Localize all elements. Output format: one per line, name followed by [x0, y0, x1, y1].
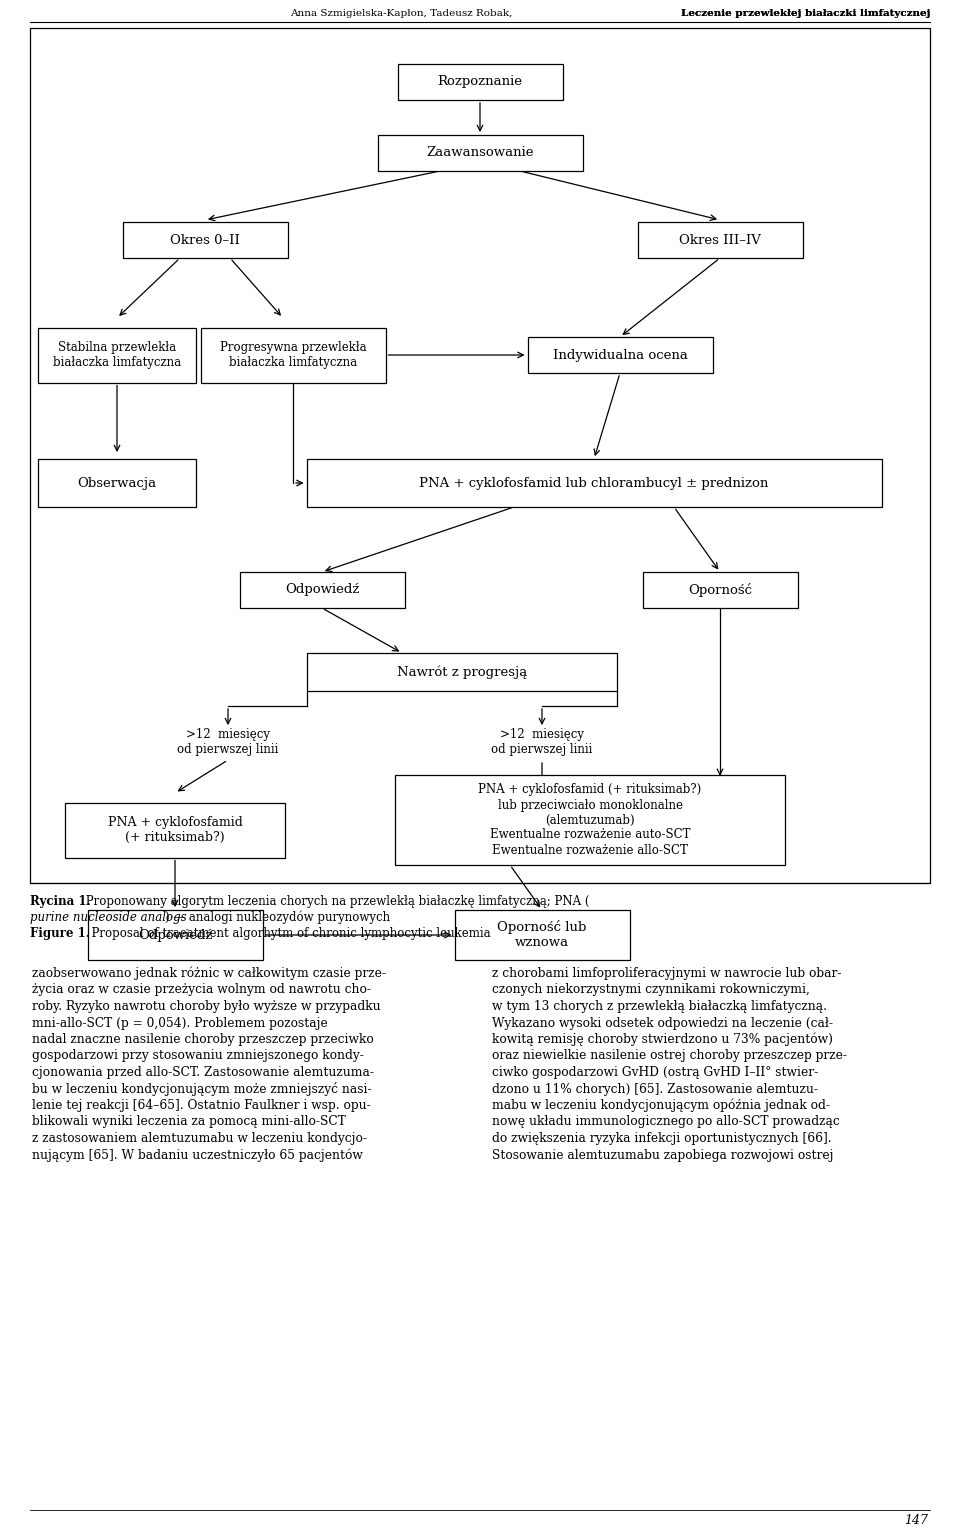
Text: gospodarzowi przy stosowaniu zmniejszonego kondy-: gospodarzowi przy stosowaniu zmniejszone… — [32, 1049, 364, 1063]
Text: zaobserwowano jednak różnic w całkowitym czasie prze-: zaobserwowano jednak różnic w całkowitym… — [32, 966, 386, 980]
Text: mabu w leczeniu kondycjonującym opóźnia jednak od-: mabu w leczeniu kondycjonującym opóźnia … — [492, 1099, 830, 1113]
Text: czonych niekorzystnymi czynnikami rokowniczymi,: czonych niekorzystnymi czynnikami rokown… — [492, 983, 810, 997]
Text: Wykazano wysoki odsetek odpowiedzi na leczenie (cał-: Wykazano wysoki odsetek odpowiedzi na le… — [492, 1017, 833, 1029]
Text: Okres 0–II: Okres 0–II — [170, 234, 240, 246]
Text: ciwko gospodarzowi GvHD (ostrą GvHD I–II° stwier-: ciwko gospodarzowi GvHD (ostrą GvHD I–II… — [492, 1066, 818, 1079]
Text: Figure 1.: Figure 1. — [30, 927, 90, 940]
Bar — [30, 28, 930, 884]
Bar — [454, 910, 630, 960]
Bar — [306, 459, 881, 508]
Text: Nawrót z progresją: Nawrót z progresją — [396, 665, 527, 679]
Bar — [397, 64, 563, 99]
Text: Stosowanie alemtuzumabu zapobiega rozwojowi ostrej: Stosowanie alemtuzumabu zapobiega rozwoj… — [492, 1148, 833, 1162]
Text: Stabilna przewlekła
białaczka limfatyczna: Stabilna przewlekła białaczka limfatyczn… — [53, 341, 181, 368]
Text: blikowali wyniki leczenia za pomocą mini-allo-SCT: blikowali wyniki leczenia za pomocą mini… — [32, 1116, 346, 1128]
Text: życia oraz w czasie przeżycia wolnym od nawrotu cho-: życia oraz w czasie przeżycia wolnym od … — [32, 983, 371, 997]
Text: Odpowiedź: Odpowiedź — [285, 584, 359, 596]
Text: nadal znaczne nasilenie choroby przeszczep przeciwko: nadal znaczne nasilenie choroby przeszcz… — [32, 1034, 373, 1046]
Text: cjonowania przed allo-SCT. Zastosowanie alemtuzuma-: cjonowania przed allo-SCT. Zastosowanie … — [32, 1066, 374, 1079]
Text: kowitą remisję choroby stwierdzono u 73% pacjentów): kowitą remisję choroby stwierdzono u 73%… — [492, 1034, 833, 1046]
Bar — [65, 803, 285, 858]
Bar — [642, 572, 798, 609]
Bar — [395, 775, 785, 865]
Text: Oporność lub
wznowa: Oporność lub wznowa — [497, 920, 587, 950]
Text: PNA + cyklofosfamid (+ rituksimab?)
lub przeciwciało monoklonalne
(alemtuzumab)
: PNA + cyklofosfamid (+ rituksimab?) lub … — [478, 783, 702, 856]
Text: nującym [65]. W badaniu uczestniczyło 65 pacjentów: nującym [65]. W badaniu uczestniczyło 65… — [32, 1148, 363, 1162]
Text: nowę układu immunologicznego po allo-SCT prowadząc: nowę układu immunologicznego po allo-SCT… — [492, 1116, 840, 1128]
Bar — [87, 910, 262, 960]
Text: Proponowany algorytm leczenia chorych na przewlekłą białaczkę limfatyczną; PNA (: Proponowany algorytm leczenia chorych na… — [82, 894, 589, 908]
Text: Zaawansowanie: Zaawansowanie — [426, 147, 534, 159]
Text: z zastosowaniem alemtuzumabu w leczeniu kondycjo-: z zastosowaniem alemtuzumabu w leczeniu … — [32, 1131, 367, 1145]
Bar — [201, 327, 386, 382]
Bar — [38, 459, 196, 508]
Text: Obserwacja: Obserwacja — [78, 477, 156, 489]
Text: dzono u 11% chorych) [65]. Zastosowanie alemtuzu-: dzono u 11% chorych) [65]. Zastosowanie … — [492, 1083, 818, 1095]
Text: Anna Szmigielska-Kapłon, Tadeusz Robak,: Anna Szmigielska-Kapłon, Tadeusz Robak, — [290, 9, 516, 17]
Text: Proposal of traeatment algorhytm of chronic lymphocytic leukemia: Proposal of traeatment algorhytm of chro… — [84, 927, 491, 940]
Text: oraz niewielkie nasilenie ostrej choroby przeszczep prze-: oraz niewielkie nasilenie ostrej choroby… — [492, 1049, 847, 1063]
Text: >12  miesięcy
od pierwszej linii: >12 miesięcy od pierwszej linii — [178, 728, 278, 755]
Bar — [123, 222, 287, 258]
Text: >12  miesięcy
od pierwszej linii: >12 miesięcy od pierwszej linii — [492, 728, 592, 755]
Text: PNA + cyklofosfamid lub chlorambucyl ± prednizon: PNA + cyklofosfamid lub chlorambucyl ± p… — [420, 477, 769, 489]
Text: Progresywna przewlekła
białaczka limfatyczna: Progresywna przewlekła białaczka limfaty… — [220, 341, 367, 368]
Text: Leczenie przewlekłej białaczki limfatycznej: Leczenie przewlekłej białaczki limfatycz… — [681, 9, 930, 17]
Text: purine nucleoside analogs: purine nucleoside analogs — [30, 911, 186, 924]
Text: Okres III–IV: Okres III–IV — [679, 234, 761, 246]
Text: roby. Ryzyko nawrotu choroby było wyższe w przypadku: roby. Ryzyko nawrotu choroby było wyższe… — [32, 1000, 380, 1014]
Bar — [239, 572, 404, 609]
Bar — [307, 653, 617, 691]
Text: do zwiększenia ryzyka infekcji oportunistycznych [66].: do zwiększenia ryzyka infekcji oportunis… — [492, 1131, 831, 1145]
Text: ) — analogi nukleozydów purynowych: ) — analogi nukleozydów purynowych — [165, 911, 390, 925]
Text: z chorobami limfoproliferacyjnymi w nawrocie lub obar-: z chorobami limfoproliferacyjnymi w nawr… — [492, 966, 842, 980]
Text: Leczenie przewlekłej białaczki limfatycznej: Leczenie przewlekłej białaczki limfatycz… — [681, 9, 930, 17]
Text: Odpowiedź: Odpowiedź — [138, 928, 212, 942]
Text: 147: 147 — [904, 1514, 928, 1526]
Bar — [377, 135, 583, 171]
Text: mni-allo-SCT (p = 0,054). Problemem pozostaje: mni-allo-SCT (p = 0,054). Problemem pozo… — [32, 1017, 327, 1029]
Text: bu w leczeniu kondycjonującym może zmniejszyć nasi-: bu w leczeniu kondycjonującym może zmnie… — [32, 1083, 372, 1096]
Bar — [527, 336, 712, 373]
Text: w tym 13 chorych z przewlekłą białaczką limfatyczną.: w tym 13 chorych z przewlekłą białaczką … — [492, 1000, 827, 1014]
Text: lenie tej reakcji [64–65]. Ostatnio Faulkner i wsp. opu-: lenie tej reakcji [64–65]. Ostatnio Faul… — [32, 1099, 371, 1112]
Text: Indywidualna ocena: Indywidualna ocena — [553, 349, 687, 361]
Text: Rozpoznanie: Rozpoznanie — [438, 75, 522, 89]
Text: Rycina 1.: Rycina 1. — [30, 894, 90, 908]
Text: PNA + cyklofosfamid
(+ rituksimab?): PNA + cyklofosfamid (+ rituksimab?) — [108, 816, 243, 844]
Bar — [637, 222, 803, 258]
Text: Oporność: Oporność — [688, 583, 752, 596]
Bar — [38, 327, 196, 382]
